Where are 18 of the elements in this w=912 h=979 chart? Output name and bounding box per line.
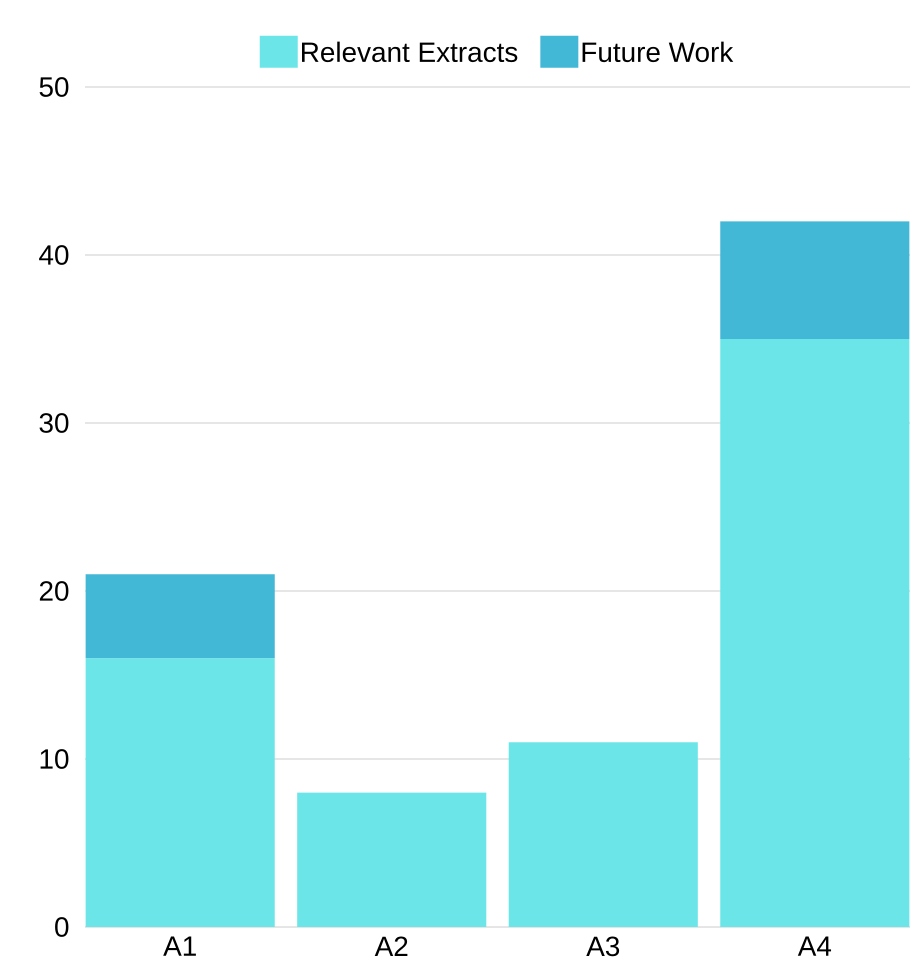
bar [720, 338, 910, 927]
y-tick-label: 20 [40, 581, 68, 601]
y-tick-label: 0 [55, 917, 68, 937]
legend-label: Relevant Extracts [302, 42, 518, 62]
legend-label: Future Work [582, 42, 734, 62]
y-tick-label: 30 [40, 413, 68, 433]
x-tick-label: A1 [163, 936, 196, 956]
x-tick-label: A2 [374, 936, 408, 956]
x-tick-label: A4 [798, 936, 832, 956]
bar [86, 574, 275, 658]
y-tick-label: 50 [40, 77, 68, 97]
bar [297, 792, 486, 927]
bar [720, 221, 910, 339]
bar [86, 658, 275, 927]
x-tick-label: A3 [586, 936, 620, 956]
y-tick-label: 40 [39, 245, 68, 265]
bar [508, 742, 698, 927]
y-tick-label: 10 [40, 749, 68, 769]
